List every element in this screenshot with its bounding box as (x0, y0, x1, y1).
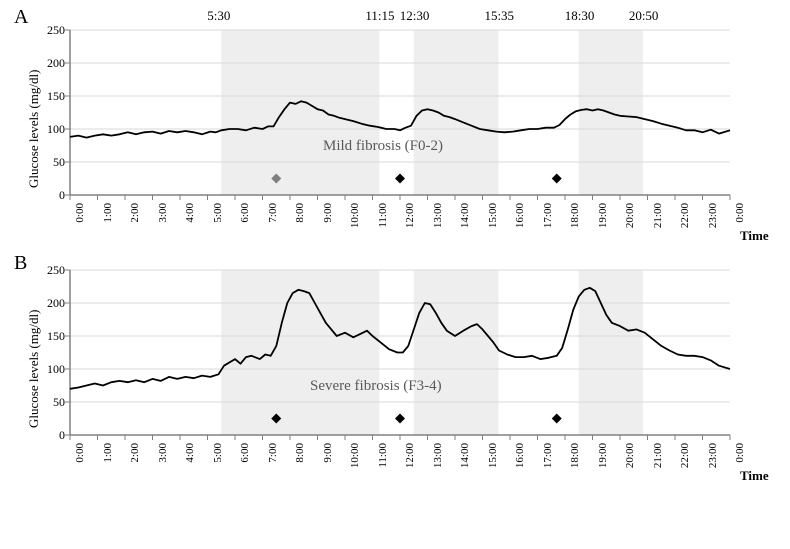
y-tick-label: 200 (35, 56, 65, 71)
y-tick-label: 100 (35, 122, 65, 137)
x-tick-label: 16:00 (514, 443, 526, 483)
y-tick-label: 150 (35, 89, 65, 104)
top-time-label: 12:30 (400, 8, 430, 24)
x-tick-label: 6:00 (239, 443, 251, 483)
x-tick-label: 15:00 (487, 443, 499, 483)
x-tick-label: 8:00 (294, 443, 306, 483)
x-tick-label: 1:00 (102, 443, 114, 483)
x-tick-label: 18:00 (569, 443, 581, 483)
panel-b-series-label: Severe fibrosis (F3-4) (310, 378, 442, 395)
x-tick-label: 1:00 (102, 203, 114, 243)
x-tick-label: 2:00 (129, 203, 141, 243)
x-tick-label: 4:00 (184, 203, 196, 243)
y-tick-label: 50 (35, 155, 65, 170)
shaded-region (414, 30, 499, 195)
x-tick-label: 22:00 (679, 203, 691, 243)
panel-a-plot (70, 30, 730, 195)
x-tick-label: 11:00 (377, 203, 389, 243)
panel-b-x-axis-title: Time (740, 468, 769, 484)
panel-a-label: A (14, 6, 28, 29)
x-tick-label: 3:00 (157, 203, 169, 243)
x-tick-label: 9:00 (322, 203, 334, 243)
shaded-region (221, 270, 379, 435)
x-tick-label: 3:00 (157, 443, 169, 483)
x-tick-label: 13:00 (432, 203, 444, 243)
y-tick-label: 0 (35, 428, 65, 443)
x-tick-label: 2:00 (129, 443, 141, 483)
x-tick-label: 6:00 (239, 203, 251, 243)
x-tick-label: 14:00 (459, 203, 471, 243)
meal-marker-icon (395, 414, 405, 424)
x-tick-label: 20:00 (624, 443, 636, 483)
x-tick-label: 13:00 (432, 443, 444, 483)
x-tick-label: 0:00 (74, 203, 86, 243)
figure-root: 5:3011:1512:3015:3518:3020:50 A Glucose … (0, 0, 790, 549)
top-time-label: 11:15 (365, 8, 394, 24)
x-tick-label: 17:00 (542, 203, 554, 243)
x-tick-label: 17:00 (542, 443, 554, 483)
meal-marker-icon (395, 174, 405, 184)
y-tick-label: 0 (35, 188, 65, 203)
top-time-label: 18:30 (565, 8, 595, 24)
panel-a-series-label: Mild fibrosis (F0-2) (323, 138, 443, 155)
panel-b-label: B (14, 252, 27, 275)
x-tick-label: 23:00 (707, 443, 719, 483)
y-tick-label: 250 (35, 263, 65, 278)
y-tick-label: 200 (35, 296, 65, 311)
x-tick-label: 9:00 (322, 443, 334, 483)
x-tick-label: 22:00 (679, 443, 691, 483)
x-tick-label: 23:00 (707, 203, 719, 243)
x-tick-label: 5:00 (212, 443, 224, 483)
y-tick-label: 50 (35, 395, 65, 410)
panel-a-x-axis-title: Time (740, 228, 769, 244)
x-tick-label: 4:00 (184, 443, 196, 483)
x-tick-label: 10:00 (349, 203, 361, 243)
meal-marker-icon (552, 414, 562, 424)
x-tick-label: 21:00 (652, 203, 664, 243)
top-time-label: 20:50 (629, 8, 659, 24)
shaded-region (221, 30, 379, 195)
x-tick-label: 19:00 (597, 203, 609, 243)
x-tick-label: 20:00 (624, 203, 636, 243)
y-tick-label: 100 (35, 362, 65, 377)
x-tick-label: 19:00 (597, 443, 609, 483)
y-tick-label: 150 (35, 329, 65, 344)
x-tick-label: 15:00 (487, 203, 499, 243)
x-tick-label: 12:00 (404, 443, 416, 483)
x-tick-label: 7:00 (267, 443, 279, 483)
x-tick-label: 8:00 (294, 203, 306, 243)
x-tick-label: 16:00 (514, 203, 526, 243)
x-tick-label: 5:00 (212, 203, 224, 243)
x-tick-label: 10:00 (349, 443, 361, 483)
top-time-label: 5:30 (207, 8, 230, 24)
y-tick-label: 250 (35, 23, 65, 38)
x-tick-label: 12:00 (404, 203, 416, 243)
shaded-region (579, 270, 643, 435)
x-tick-label: 14:00 (459, 443, 471, 483)
x-tick-label: 21:00 (652, 443, 664, 483)
shaded-region (414, 270, 499, 435)
x-tick-label: 0:00 (74, 443, 86, 483)
x-tick-label: 11:00 (377, 443, 389, 483)
panel-b-plot (70, 270, 730, 435)
top-time-label: 15:35 (484, 8, 514, 24)
x-tick-label: 7:00 (267, 203, 279, 243)
meal-marker-icon (552, 174, 562, 184)
x-tick-label: 18:00 (569, 203, 581, 243)
